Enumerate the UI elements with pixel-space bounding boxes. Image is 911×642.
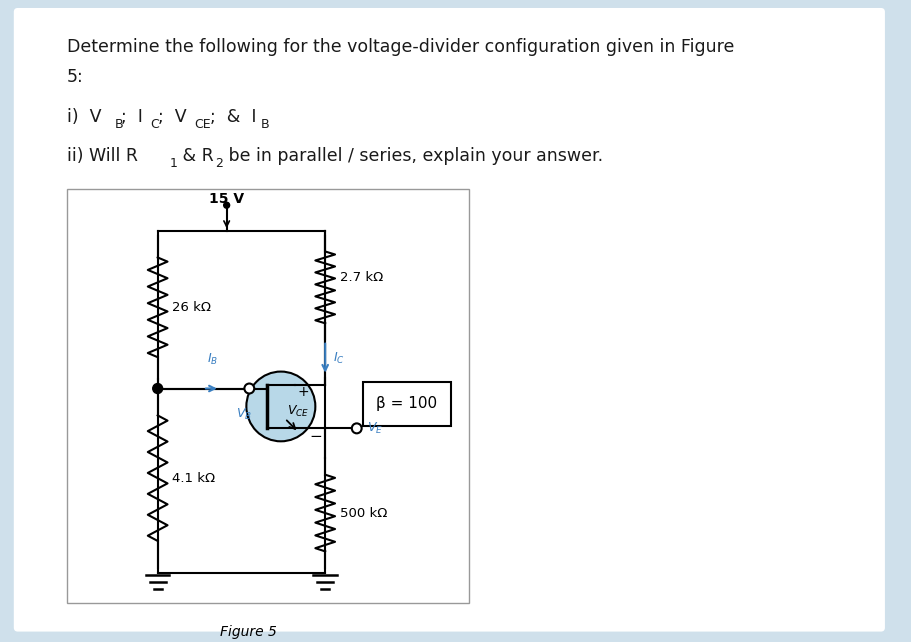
Bar — [67, 189, 468, 603]
Text: 500 kΩ: 500 kΩ — [340, 507, 387, 519]
Circle shape — [152, 383, 162, 394]
Text: 4.1 kΩ: 4.1 kΩ — [172, 472, 215, 485]
Text: CE: CE — [194, 117, 210, 130]
Text: 1: 1 — [169, 157, 177, 170]
Circle shape — [352, 423, 362, 433]
Text: 5:: 5: — [67, 68, 84, 86]
Text: C: C — [149, 117, 159, 130]
Text: ii) Will R: ii) Will R — [67, 148, 138, 166]
Text: ;  I: ; I — [121, 108, 143, 126]
Text: β = 100: β = 100 — [376, 397, 437, 412]
Text: & R: & R — [177, 148, 214, 166]
Text: B: B — [261, 117, 270, 130]
Text: 26 kΩ: 26 kΩ — [172, 301, 211, 314]
Text: Determine the following for the voltage-divider configuration given in Figure: Determine the following for the voltage-… — [67, 38, 733, 56]
Circle shape — [223, 202, 230, 208]
Text: $V_E$: $V_E$ — [366, 421, 383, 436]
Text: ;  V: ; V — [158, 108, 186, 126]
Text: $V_{CE}$: $V_{CE}$ — [286, 404, 308, 419]
Text: $V_B$: $V_B$ — [236, 406, 252, 422]
Text: ;  &  I: ; & I — [210, 108, 256, 126]
Text: $I_C$: $I_C$ — [333, 351, 344, 366]
Text: be in parallel / series, explain your answer.: be in parallel / series, explain your an… — [222, 148, 602, 166]
FancyBboxPatch shape — [14, 8, 884, 632]
Circle shape — [246, 372, 315, 441]
Circle shape — [244, 383, 254, 394]
Text: $I_B$: $I_B$ — [207, 352, 219, 367]
Text: 15 V: 15 V — [209, 192, 244, 206]
Text: B: B — [114, 117, 123, 130]
Text: 2.7 kΩ: 2.7 kΩ — [340, 271, 383, 284]
Text: Figure 5: Figure 5 — [220, 625, 276, 639]
Text: +: + — [297, 385, 309, 399]
Text: 2: 2 — [215, 157, 222, 170]
Bar — [363, 381, 451, 426]
Text: i)  V: i) V — [67, 108, 101, 126]
Text: −: − — [309, 429, 322, 444]
